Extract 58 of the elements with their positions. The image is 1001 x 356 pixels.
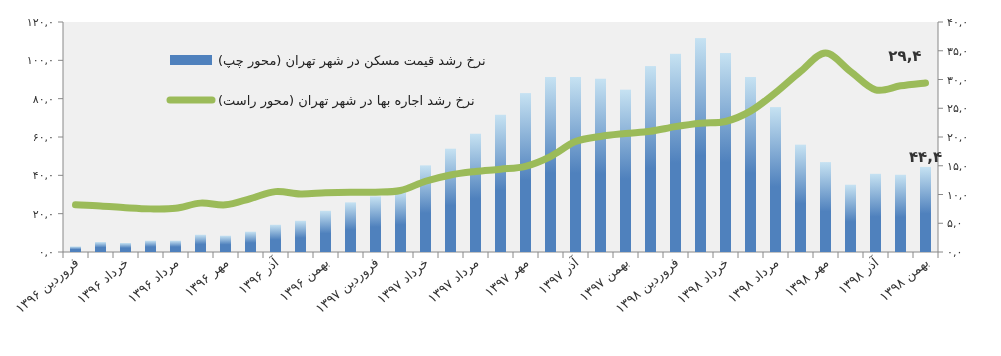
bar bbox=[295, 220, 306, 252]
bar bbox=[395, 191, 406, 252]
bar bbox=[270, 224, 281, 252]
data-label: ۴۴,۴ bbox=[908, 147, 943, 166]
y2-tick-label: ۴۰,۰ bbox=[947, 16, 969, 29]
y-tick-label: ۱۲۰,۰ bbox=[26, 16, 54, 29]
bar bbox=[820, 162, 831, 252]
bar bbox=[745, 77, 756, 252]
bar bbox=[895, 174, 906, 252]
bar bbox=[920, 166, 931, 252]
y-tick-label: ۴۰,۰ bbox=[32, 169, 54, 183]
bar bbox=[420, 165, 431, 252]
y2-tick-label: ۲۰,۰ bbox=[947, 131, 969, 144]
bar bbox=[770, 107, 781, 252]
bar bbox=[95, 242, 106, 252]
data-label: ۲۹,۴ bbox=[888, 46, 922, 65]
bar bbox=[720, 53, 731, 252]
y2-tick-label: ۰,۰ bbox=[947, 246, 963, 259]
y2-tick-label: ۳۰,۰ bbox=[947, 73, 969, 87]
bar bbox=[370, 196, 381, 252]
bar bbox=[320, 210, 331, 252]
bar bbox=[470, 133, 481, 252]
bar bbox=[220, 235, 231, 252]
bar bbox=[195, 234, 206, 252]
bar bbox=[845, 184, 856, 252]
bar bbox=[695, 38, 706, 252]
bar bbox=[495, 114, 506, 252]
y2-tick-label: ۳۵,۰ bbox=[947, 44, 969, 58]
bar bbox=[245, 231, 256, 252]
bar bbox=[645, 66, 656, 252]
y2-tick-label: ۱۰,۰ bbox=[947, 188, 969, 202]
y2-tick-label: ۲۵,۰ bbox=[947, 102, 969, 116]
bar bbox=[545, 77, 556, 252]
bar bbox=[445, 148, 456, 252]
bar bbox=[670, 53, 681, 252]
bar bbox=[345, 202, 356, 252]
legend-label: نرخ رشد اجاره بها در شهر تهران (محور راست) bbox=[218, 93, 475, 109]
y-tick-label: ۲۰,۰ bbox=[32, 207, 54, 221]
x-tick-label: مهر ۱۳۹۶ bbox=[181, 254, 233, 301]
y-tick-label: ۱۰۰,۰ bbox=[26, 54, 54, 68]
bar bbox=[595, 78, 606, 252]
bar bbox=[170, 240, 181, 252]
bar bbox=[70, 246, 81, 252]
y-tick-label: ۸۰,۰ bbox=[32, 92, 54, 106]
x-tick-label: مهر ۱۳۹۸ bbox=[781, 254, 833, 301]
x-tick-label: مهر ۱۳۹۷ bbox=[481, 254, 533, 301]
bar bbox=[120, 242, 131, 252]
bar bbox=[795, 144, 806, 252]
legend-label: نرخ رشد قیمت مسکن در شهر تهران (محور چپ) bbox=[218, 53, 486, 69]
bar bbox=[620, 89, 631, 252]
bar bbox=[520, 93, 531, 252]
bar bbox=[145, 240, 156, 252]
y-tick-label: ۰,۰ bbox=[38, 246, 54, 259]
bar bbox=[570, 77, 581, 252]
y2-tick-label: ۵,۰ bbox=[947, 217, 963, 231]
bar bbox=[870, 173, 881, 252]
y-tick-label: ۶۰,۰ bbox=[32, 131, 54, 144]
y2-tick-label: ۱۵,۰ bbox=[947, 159, 969, 173]
